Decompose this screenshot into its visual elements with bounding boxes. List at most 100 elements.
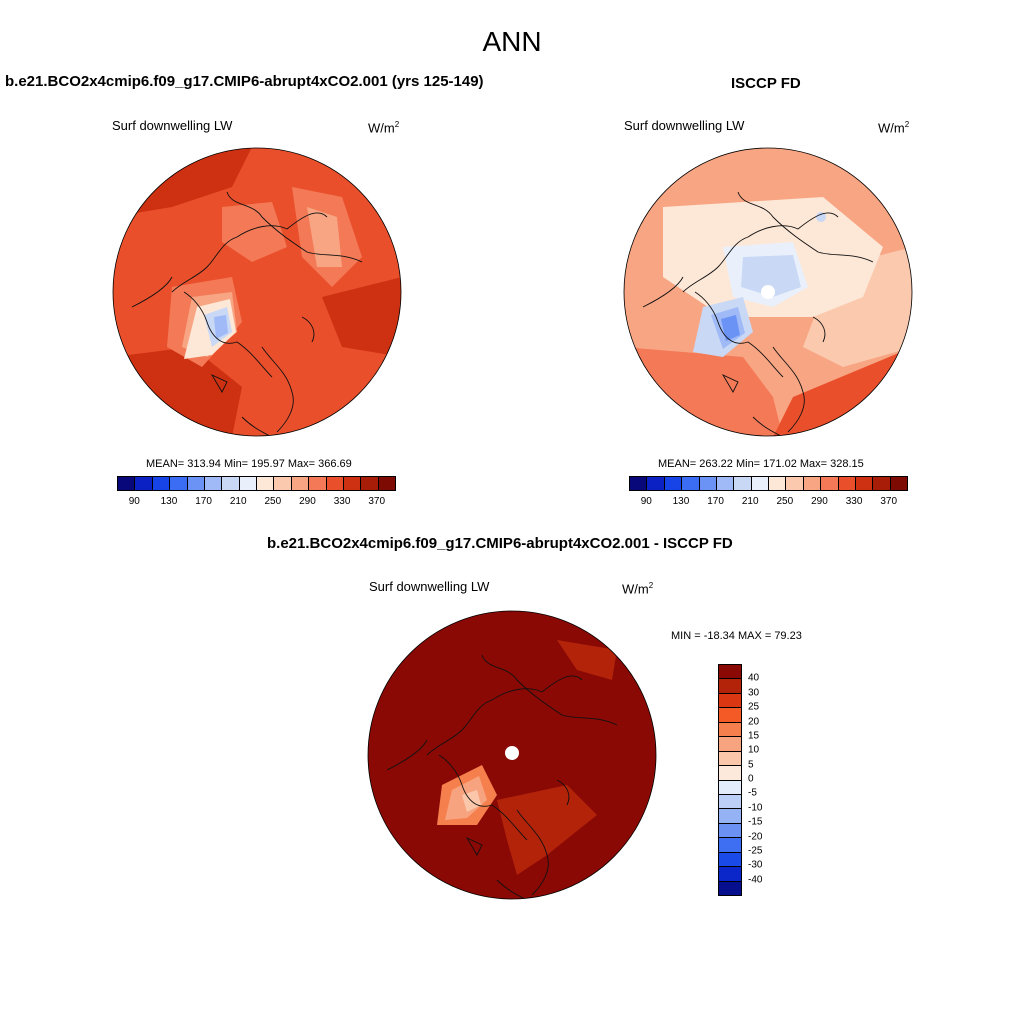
colorbar-tick-label: 250 xyxy=(264,496,282,507)
colorbar-swatch xyxy=(719,867,741,882)
colorbar-swatch xyxy=(716,477,735,490)
colorbar-tick-label: 170 xyxy=(707,496,724,507)
obs-polar-map xyxy=(623,147,913,437)
colorbar-swatch xyxy=(719,780,741,795)
colorbar-swatch xyxy=(719,693,741,709)
obs-units-label: W/m2 xyxy=(878,120,910,136)
colorbar-swatch xyxy=(664,477,683,490)
colorbar-tick-label: 250 xyxy=(776,496,794,507)
colorbar-swatch xyxy=(855,477,874,490)
colorbar-swatch xyxy=(873,477,891,490)
colorbar-tick-label: 330 xyxy=(333,496,351,507)
model-units-label: W/m2 xyxy=(368,120,400,136)
colorbar-swatch xyxy=(803,477,822,490)
colorbar-swatch xyxy=(682,477,700,490)
model-colorbar xyxy=(117,476,396,491)
colorbar-swatch xyxy=(838,477,856,490)
colorbar-swatch xyxy=(719,823,741,839)
colorbar-tick-label: 10 xyxy=(748,744,760,756)
model-colorbar-labels: 90 130 170 210 250 290 330 370 xyxy=(117,496,394,510)
colorbar-swatch xyxy=(239,477,257,490)
colorbar-swatch xyxy=(204,477,223,490)
colorbar-tick-label: 330 xyxy=(845,496,863,507)
obs-colorbar-labels: 90 130 170 210 250 290 330 370 xyxy=(629,496,906,510)
colorbar-swatch xyxy=(769,477,787,490)
colorbar-tick-label: 20 xyxy=(748,716,760,727)
diff-colorbar xyxy=(718,664,742,896)
colorbar-tick-label: 90 xyxy=(128,496,140,507)
diff-stats: MIN = -18.34 MAX = 79.23 xyxy=(671,630,802,642)
colorbar-tick-label: 170 xyxy=(195,496,212,507)
colorbar-swatch xyxy=(274,477,292,490)
diff-units-label: W/m2 xyxy=(622,581,654,597)
colorbar-swatch xyxy=(751,477,769,490)
colorbar-swatch xyxy=(309,477,327,490)
colorbar-tick-label: 290 xyxy=(811,496,828,507)
diff-case-title: b.e21.BCO2x4cmip6.f09_g17.CMIP6-abrupt4x… xyxy=(267,535,733,552)
colorbar-swatch xyxy=(699,477,717,490)
model-stats: MEAN= 313.94 Min= 195.97 Max= 366.69 xyxy=(146,458,352,470)
colorbar-swatch xyxy=(719,809,741,824)
colorbar-tick-label: 15 xyxy=(748,730,760,742)
colorbar-swatch xyxy=(719,838,741,853)
colorbar-tick-label: 130 xyxy=(672,496,690,507)
obs-stats: MEAN= 263.22 Min= 171.02 Max= 328.15 xyxy=(658,458,864,470)
colorbar-tick-label: 370 xyxy=(368,496,386,507)
colorbar-swatch xyxy=(719,881,741,895)
colorbar-tick-label: 210 xyxy=(229,496,247,507)
colorbar-swatch xyxy=(719,766,741,781)
colorbar-tick-label: -40 xyxy=(748,874,763,886)
colorbar-tick-label: 90 xyxy=(640,496,652,507)
obs-variable-label: Surf downwelling LW xyxy=(624,118,745,133)
colorbar-swatch xyxy=(291,477,310,490)
colorbar-tick-label: -10 xyxy=(748,802,763,814)
obs-colorbar xyxy=(629,476,908,491)
colorbar-tick-label: -25 xyxy=(748,845,763,857)
diff-colorbar-labels: 40 30 25 20 15 10 5 0 -5 -10 -15 -20 -25 -30 -40 xyxy=(748,664,788,894)
colorbar-tick-label: -30 xyxy=(748,859,763,871)
colorbar-swatch xyxy=(118,477,136,490)
colorbar-tick-label: 30 xyxy=(748,687,760,699)
colorbar-tick-label: 370 xyxy=(880,496,898,507)
colorbar-swatch xyxy=(719,665,741,680)
colorbar-swatch xyxy=(257,477,275,490)
colorbar-swatch xyxy=(187,477,205,490)
diff-variable-label: Surf downwelling LW xyxy=(369,579,490,594)
colorbar-swatch xyxy=(719,852,741,868)
model-polar-map xyxy=(112,147,402,437)
colorbar-swatch xyxy=(135,477,153,490)
model-variable-label: Surf downwelling LW xyxy=(112,118,233,133)
colorbar-swatch xyxy=(630,477,648,490)
colorbar-swatch xyxy=(361,477,379,490)
colorbar-tick-label: 0 xyxy=(748,773,754,785)
diff-polar-map xyxy=(367,610,657,900)
colorbar-swatch xyxy=(821,477,839,490)
colorbar-tick-label: 40 xyxy=(748,672,760,684)
obs-case-title: ISCCP FD xyxy=(731,75,801,92)
colorbar-swatch xyxy=(222,477,240,490)
colorbar-tick-label: 25 xyxy=(748,701,760,713)
page-title: ANN xyxy=(482,26,542,57)
colorbar-swatch xyxy=(152,477,171,490)
colorbar-tick-label: 290 xyxy=(299,496,316,507)
colorbar-swatch xyxy=(647,477,665,490)
model-case-title: b.e21.BCO2x4cmip6.f09_g17.CMIP6-abrupt4x… xyxy=(5,73,484,90)
colorbar-swatch xyxy=(734,477,752,490)
colorbar-tick-label: 130 xyxy=(160,496,178,507)
colorbar-tick-label: -5 xyxy=(748,787,757,799)
colorbar-swatch xyxy=(719,737,741,752)
colorbar-tick-label: -15 xyxy=(748,816,763,828)
colorbar-swatch xyxy=(719,708,741,723)
colorbar-tick-label: 210 xyxy=(741,496,759,507)
colorbar-swatch xyxy=(786,477,804,490)
colorbar-swatch xyxy=(378,477,395,490)
colorbar-swatch xyxy=(170,477,188,490)
colorbar-tick-label: 5 xyxy=(748,759,754,771)
colorbar-swatch xyxy=(719,794,741,810)
colorbar-swatch xyxy=(326,477,344,490)
colorbar-swatch xyxy=(890,477,907,490)
colorbar-swatch xyxy=(719,679,741,694)
colorbar-swatch xyxy=(719,722,741,738)
colorbar-tick-label: -20 xyxy=(748,831,763,842)
colorbar-swatch xyxy=(343,477,362,490)
